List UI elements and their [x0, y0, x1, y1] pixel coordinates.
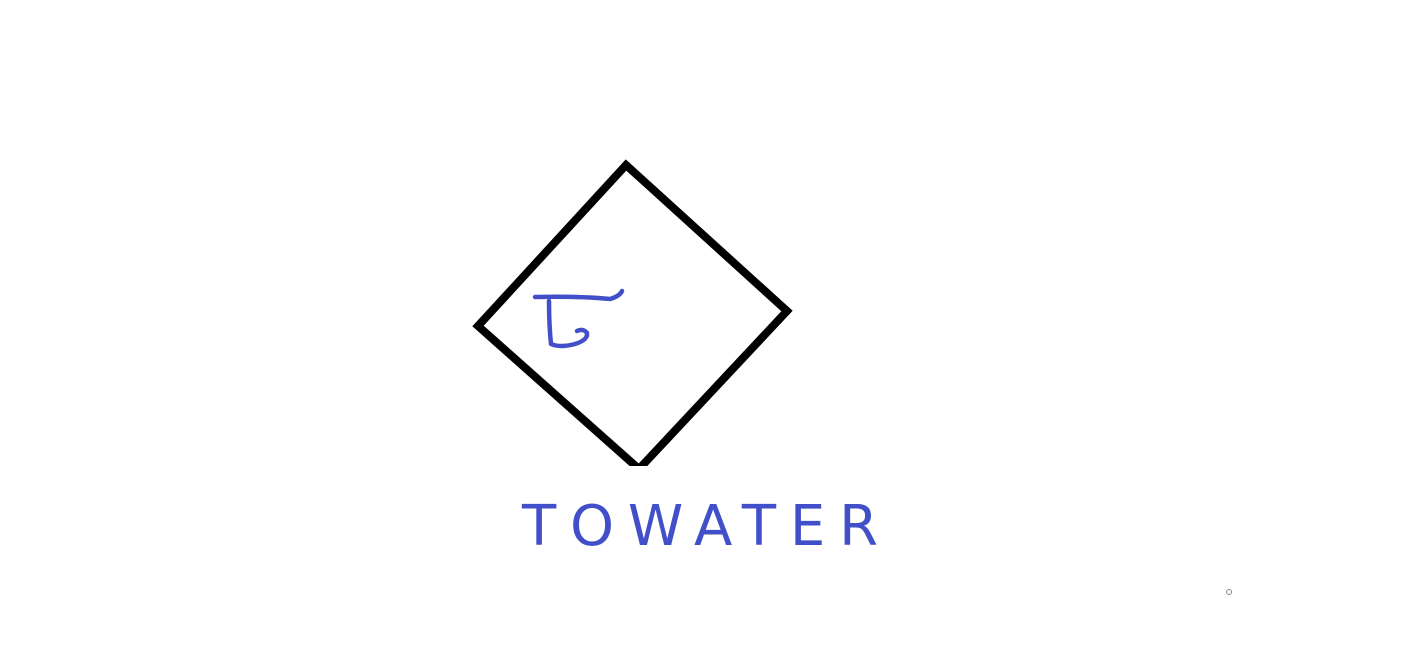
diamond [472, 159, 793, 466]
cursor-dot [1226, 589, 1232, 595]
handwritten-label: TOWATER [521, 494, 878, 559]
sketch-mark [532, 288, 625, 349]
